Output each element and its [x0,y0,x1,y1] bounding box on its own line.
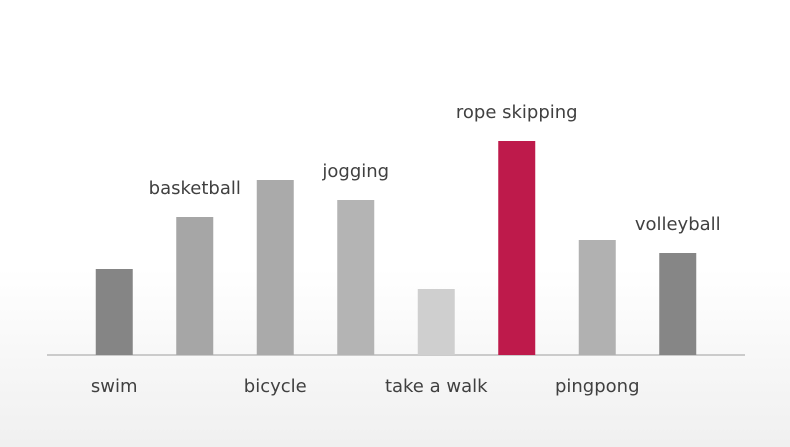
bar [498,141,536,355]
category-label: jogging [321,161,389,182]
bar [337,200,375,355]
bar [176,217,214,355]
category-label: pingpong [555,376,640,397]
category-label: volleyball [635,214,721,235]
bar [578,240,616,355]
category-label: take a walk [385,376,488,397]
bar [659,253,697,355]
category-label: swim [91,376,138,397]
category-label: basketball [149,178,241,199]
bar [417,289,455,355]
bar [95,269,133,355]
category-label: rope skipping [456,102,578,123]
bar [256,180,294,355]
category-label: bicycle [244,376,307,397]
